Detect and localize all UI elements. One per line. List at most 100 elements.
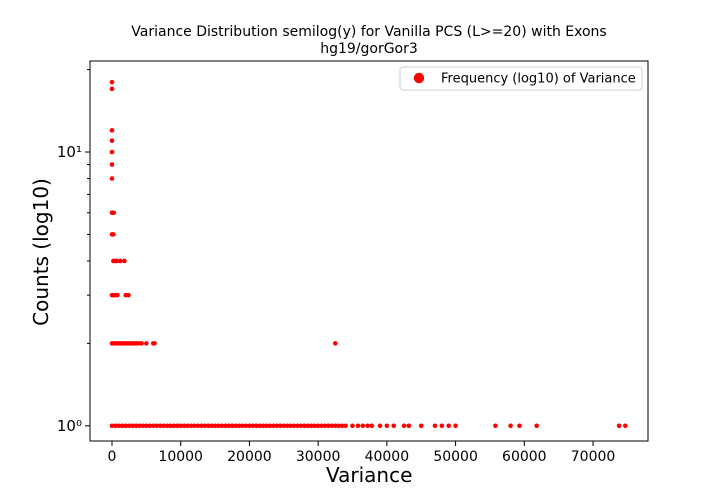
x-tick-label: 60000 <box>502 449 547 465</box>
data-point <box>315 423 321 429</box>
data-point <box>243 423 249 429</box>
legend-marker <box>413 72 425 84</box>
data-point <box>343 423 348 429</box>
data-point <box>291 423 297 429</box>
data-point <box>109 86 115 92</box>
data-point <box>152 341 157 346</box>
x-tick-label: 10000 <box>158 449 203 465</box>
data-point <box>233 423 238 429</box>
data-point <box>284 423 290 429</box>
data-point <box>219 423 225 429</box>
x-tick-label: 30000 <box>296 449 341 465</box>
data-point <box>199 423 204 429</box>
data-point <box>171 423 177 429</box>
data-point <box>247 423 252 429</box>
data-point <box>305 423 311 429</box>
data-point <box>174 423 180 429</box>
data-point <box>295 423 300 429</box>
data-point <box>365 423 370 429</box>
data-point <box>406 423 412 429</box>
data-point <box>205 423 211 429</box>
data-point <box>109 138 115 143</box>
data-point <box>223 423 228 429</box>
data-point <box>240 423 245 429</box>
legend: Frequency (log10) of Variance <box>399 66 643 91</box>
data-point <box>114 258 120 264</box>
data-point <box>616 423 622 429</box>
data-point <box>229 423 235 429</box>
data-point <box>623 423 628 429</box>
data-point <box>322 423 328 429</box>
data-point <box>271 423 276 429</box>
data-point <box>326 423 331 429</box>
data-point <box>350 423 355 429</box>
data-point <box>126 292 131 298</box>
x-tick-label: 0 <box>108 449 117 465</box>
data-point <box>123 423 129 429</box>
x-tick-label: 50000 <box>433 449 478 465</box>
data-point <box>212 423 218 429</box>
data-point <box>508 423 513 429</box>
data-point <box>401 423 407 429</box>
data-point <box>109 79 115 85</box>
data-point <box>111 232 116 237</box>
data-point <box>302 423 307 429</box>
data-point <box>336 423 342 429</box>
data-point <box>288 423 293 429</box>
data-point <box>126 423 132 429</box>
data-point <box>278 423 283 429</box>
data-point <box>453 423 458 429</box>
data-point <box>144 423 149 429</box>
data-point <box>139 341 144 346</box>
data-point <box>209 423 214 429</box>
data-point <box>140 423 146 429</box>
data-point <box>319 423 324 429</box>
data-points <box>109 79 628 429</box>
data-point <box>116 423 122 429</box>
y-tick-label: 10⁰ <box>57 417 82 435</box>
data-point <box>493 423 498 429</box>
data-point <box>192 423 197 429</box>
data-point <box>339 423 345 429</box>
data-point <box>188 423 194 429</box>
data-point <box>130 423 135 429</box>
data-point <box>439 423 445 429</box>
data-point <box>369 423 375 429</box>
data-point <box>418 423 424 429</box>
chart-title: Variance Distribution semilog(y) for Van… <box>131 24 607 40</box>
data-point <box>181 423 187 429</box>
legend-box <box>399 66 643 91</box>
x-tick-label: 70000 <box>571 449 616 465</box>
data-point <box>115 292 120 298</box>
data-point <box>226 423 232 429</box>
data-point <box>267 423 273 429</box>
data-point <box>360 423 366 429</box>
y-tick-label: 10¹ <box>57 143 82 161</box>
y-axis-label: Counts (log10) <box>29 178 53 326</box>
data-point <box>109 149 115 155</box>
data-point <box>113 423 118 429</box>
data-point <box>120 423 125 429</box>
data-point <box>150 423 156 429</box>
x-axis-label: Variance <box>326 463 413 487</box>
data-point <box>250 423 256 429</box>
y-axis: 10⁰ 10¹ <box>57 69 90 435</box>
data-point <box>391 423 397 429</box>
data-point <box>333 423 338 429</box>
data-point <box>377 423 383 429</box>
data-point <box>133 423 139 429</box>
data-point <box>253 423 259 429</box>
data-point <box>185 423 190 429</box>
data-point <box>137 423 142 429</box>
data-point <box>355 423 361 429</box>
x-axis: 0 10000 20000 30000 40000 50000 60000 70000 <box>108 441 616 465</box>
data-point <box>517 423 522 429</box>
data-point <box>236 423 242 429</box>
data-point <box>147 423 153 429</box>
data-point <box>178 423 184 429</box>
data-point <box>144 341 149 346</box>
data-point <box>312 423 318 429</box>
data-point <box>384 423 390 429</box>
x-tick-label: 40000 <box>365 449 410 465</box>
